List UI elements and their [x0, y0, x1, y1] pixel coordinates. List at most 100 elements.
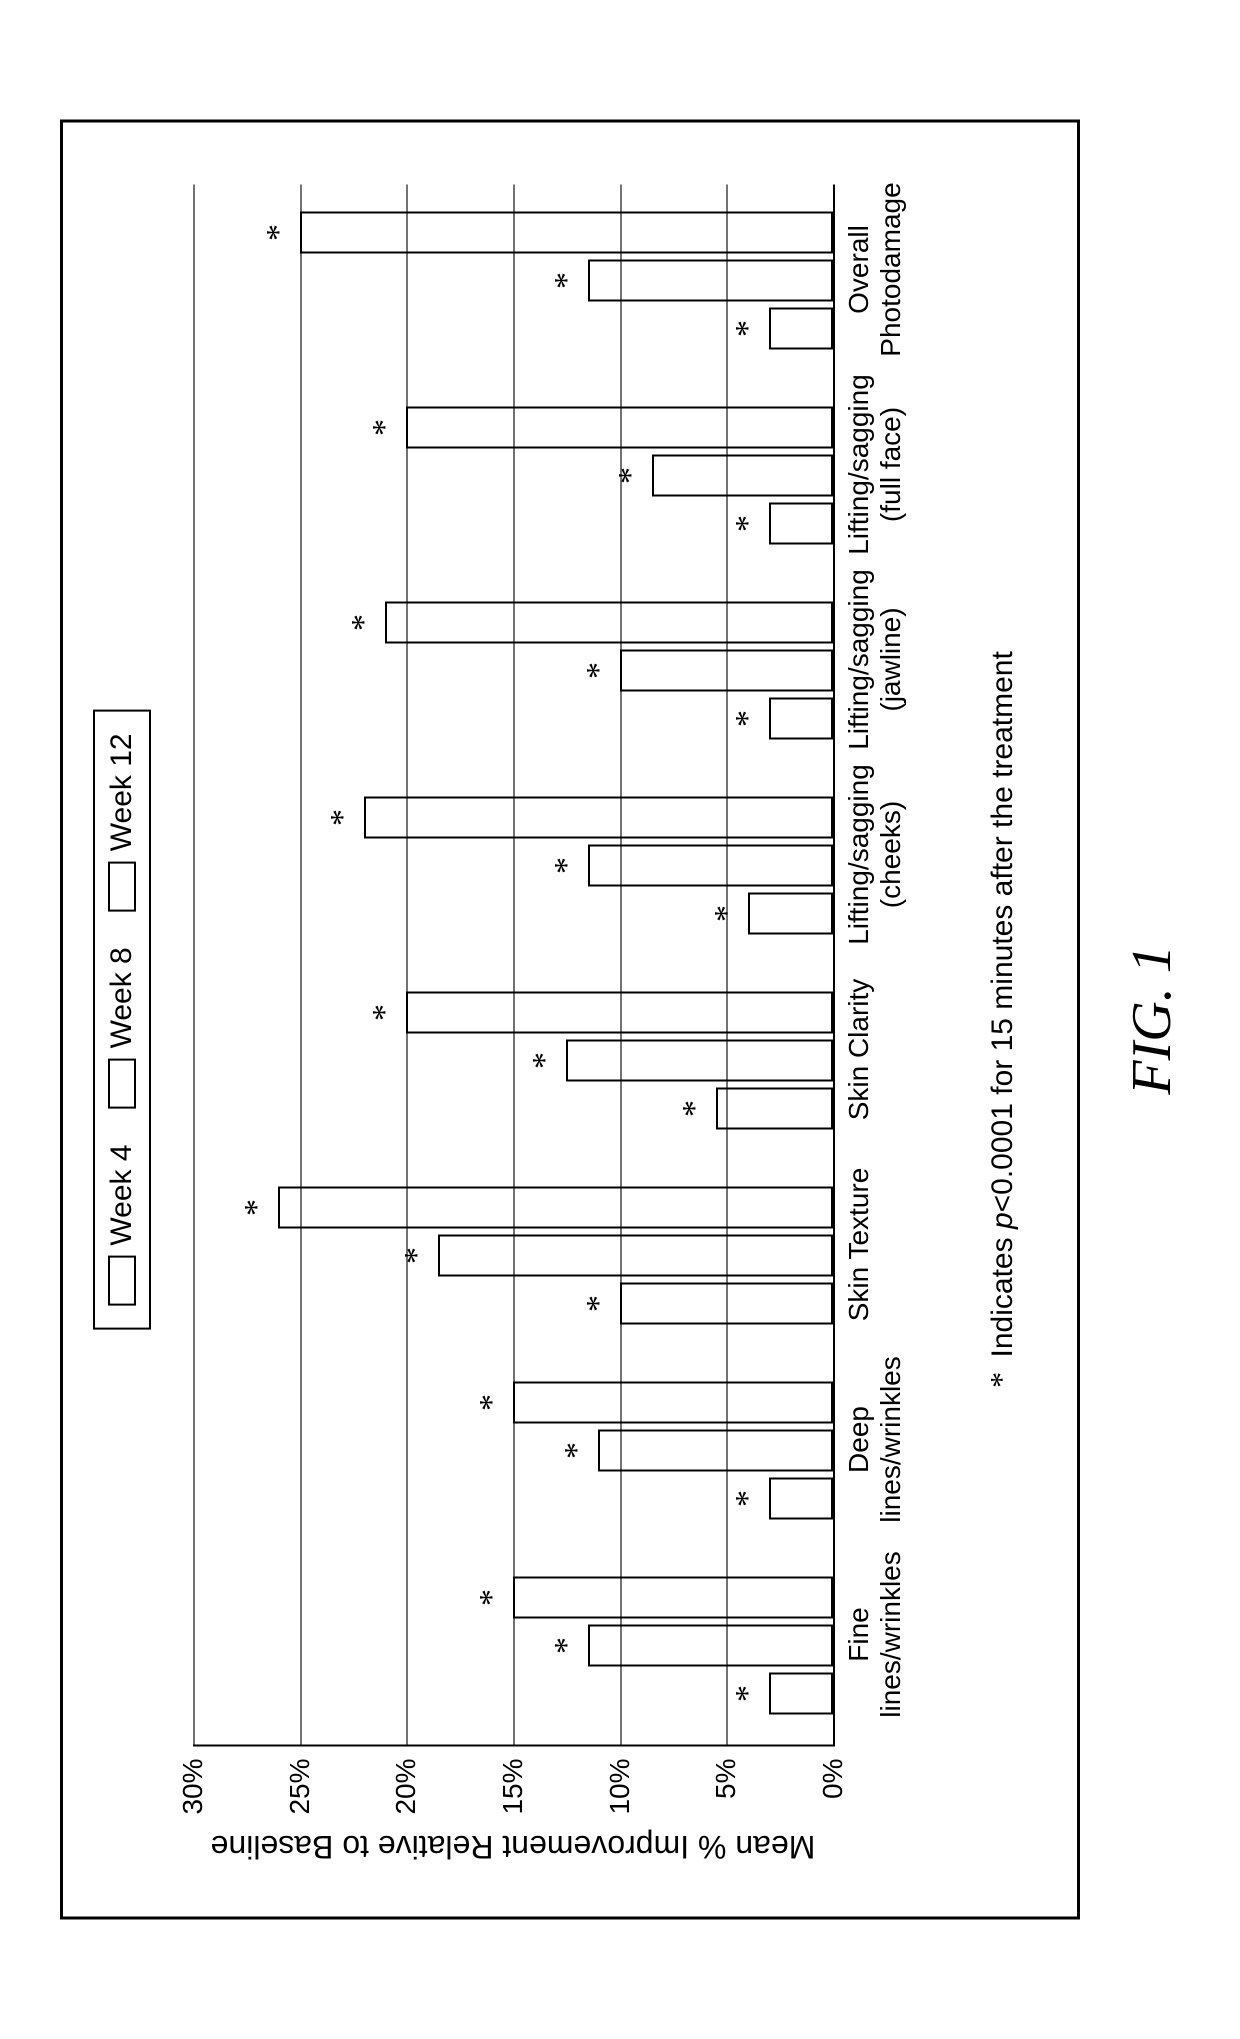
legend-label: Week 8 — [105, 947, 139, 1048]
x-category-line1: Deep — [843, 1339, 875, 1539]
x-category-line2: Photodamage — [875, 169, 907, 369]
significance-star: * — [550, 272, 584, 289]
x-category-label: Skin Clarity — [833, 949, 875, 1149]
y-tick-label: 20% — [390, 1744, 422, 1814]
significance-star: * — [731, 1490, 765, 1507]
bar — [513, 1381, 833, 1423]
significance-star: * — [262, 224, 296, 241]
x-category-line1: Skin Clarity — [843, 949, 875, 1149]
y-tick-label: 5% — [710, 1744, 742, 1798]
x-category-label: Lifting/sagging(full face) — [833, 364, 907, 564]
footnote-text-after: <0.0001 for 15 minutes after the treatme… — [986, 651, 1019, 1212]
legend-label: Week 4 — [105, 1144, 139, 1245]
bar — [278, 1186, 833, 1228]
x-category-label: Deeplines/wrinkles — [833, 1339, 907, 1539]
legend: Week 4 Week 8 Week 12 — [93, 709, 151, 1329]
chart-frame: Week 4 Week 8 Week 12 Mean % Improvement R… — [60, 119, 1080, 1919]
significance-star: * — [326, 809, 360, 826]
significance-star: * — [475, 1394, 509, 1411]
significance-star: * — [582, 1295, 616, 1312]
bar — [588, 259, 833, 301]
bar — [385, 601, 833, 643]
significance-star: * — [550, 857, 584, 874]
bar — [769, 502, 833, 544]
x-category-line2: lines/wrinkles — [875, 1339, 907, 1539]
x-category-line1: Fine — [843, 1534, 875, 1734]
bar-group: ***Lifting/sagging(cheeks) — [193, 796, 833, 934]
legend-swatch — [108, 861, 136, 911]
significance-star: * — [582, 662, 616, 679]
bar — [769, 1672, 833, 1714]
bar — [769, 1477, 833, 1519]
x-category-line2: (jawline) — [875, 559, 907, 759]
bar — [598, 1429, 833, 1471]
significance-star: * — [731, 515, 765, 532]
y-tick-label: 25% — [284, 1744, 316, 1814]
bar — [620, 649, 833, 691]
significance-star: * — [614, 467, 648, 484]
bar — [406, 406, 833, 448]
bar — [769, 307, 833, 349]
significance-star: * — [560, 1442, 594, 1459]
bar — [716, 1087, 833, 1129]
significance-footnote: * Indicates p<0.0001 for 15 minutes afte… — [983, 122, 1020, 1916]
bar-group: ***Lifting/sagging(jawline) — [193, 601, 833, 739]
y-tick-label: 30% — [177, 1744, 209, 1814]
bar — [364, 796, 833, 838]
significance-star: * — [731, 1685, 765, 1702]
bar — [588, 1624, 833, 1666]
bar — [513, 1576, 833, 1618]
significance-star: * — [240, 1199, 274, 1216]
significance-star: * — [731, 710, 765, 727]
x-category-line2: (full face) — [875, 364, 907, 564]
y-axis-label: Mean % Improvement Relative to Baseline — [211, 1828, 816, 1865]
x-category-line1: Lifting/sagging — [843, 559, 875, 759]
significance-star: * — [678, 1100, 712, 1117]
bar-group: ***OverallPhotodamage — [193, 211, 833, 349]
significance-star: * — [475, 1589, 509, 1606]
bar-group: ***Deeplines/wrinkles — [193, 1381, 833, 1519]
bar — [748, 892, 833, 934]
bar — [300, 211, 833, 253]
bar — [438, 1234, 833, 1276]
legend-swatch — [108, 1058, 136, 1108]
significance-star: * — [400, 1247, 434, 1264]
bar — [588, 844, 833, 886]
x-category-label: Finelines/wrinkles — [833, 1534, 907, 1734]
footnote-p: p — [986, 1212, 1019, 1229]
legend-item: Week 12 — [105, 733, 139, 911]
significance-star: * — [347, 614, 381, 631]
x-category-line1: Lifting/sagging — [843, 364, 875, 564]
bar-group: ***Skin Clarity — [193, 991, 833, 1129]
legend-swatch — [108, 1255, 136, 1305]
significance-star: * — [731, 320, 765, 337]
bar-group: ***Skin Texture — [193, 1186, 833, 1324]
significance-star: * — [368, 419, 402, 436]
footnote-star: * — [983, 1365, 1019, 1387]
y-tick-label: 0% — [817, 1744, 849, 1798]
x-category-label: OverallPhotodamage — [833, 169, 907, 369]
bar — [620, 1282, 833, 1324]
plot-area: 0%5%10%15%20%25%30%***Finelines/wrinkles… — [193, 184, 835, 1746]
x-category-label: Skin Texture — [833, 1144, 875, 1344]
bar — [769, 697, 833, 739]
legend-item: Week 4 — [105, 1144, 139, 1305]
bar — [566, 1039, 833, 1081]
footnote-text-before: Indicates — [986, 1229, 1019, 1357]
rotated-page: Week 4 Week 8 Week 12 Mean % Improvement R… — [0, 0, 1240, 2039]
y-tick-label: 10% — [604, 1744, 636, 1814]
x-category-line1: Skin Texture — [843, 1144, 875, 1344]
bar-group: ***Lifting/sagging(full face) — [193, 406, 833, 544]
significance-star: * — [550, 1637, 584, 1654]
bar — [652, 454, 833, 496]
x-category-line1: Lifting/sagging — [843, 754, 875, 954]
x-category-label: Lifting/sagging(jawline) — [833, 559, 907, 759]
legend-item: Week 8 — [105, 947, 139, 1108]
x-category-label: Lifting/sagging(cheeks) — [833, 754, 907, 954]
significance-star: * — [710, 905, 744, 922]
figure-caption: FIG. 1 — [1120, 0, 1184, 2039]
bar — [406, 991, 833, 1033]
x-category-line2: lines/wrinkles — [875, 1534, 907, 1734]
significance-star: * — [368, 1004, 402, 1021]
significance-star: * — [528, 1052, 562, 1069]
